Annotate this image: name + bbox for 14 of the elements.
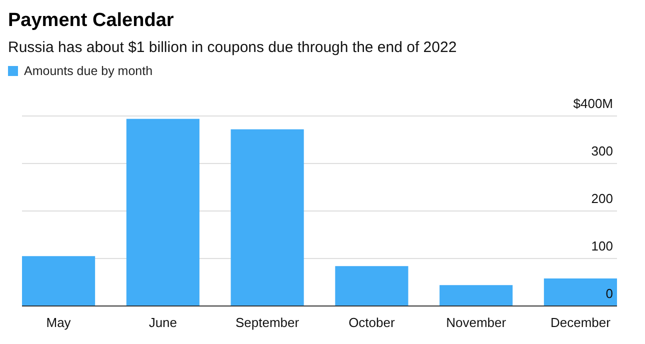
y-tick-label: 0: [606, 286, 613, 301]
chart-subtitle: Russia has about $1 billion in coupons due through the end of 2022: [8, 39, 457, 56]
legend-label: Amounts due by month: [24, 64, 153, 78]
x-tick-label: October: [348, 315, 396, 330]
chart-title: Payment Calendar: [8, 10, 174, 31]
y-tick-label: $400M: [573, 96, 613, 111]
y-tick-label: 300: [591, 144, 613, 158]
y-tick-label: 100: [591, 238, 613, 254]
x-tick-label: December: [550, 315, 612, 330]
x-tick-label: May: [46, 315, 72, 330]
x-tick-label: June: [148, 315, 178, 330]
x-tick-label: November: [446, 315, 507, 330]
x-tick-label: September: [236, 315, 300, 330]
y-tick-label: 200: [591, 191, 613, 206]
